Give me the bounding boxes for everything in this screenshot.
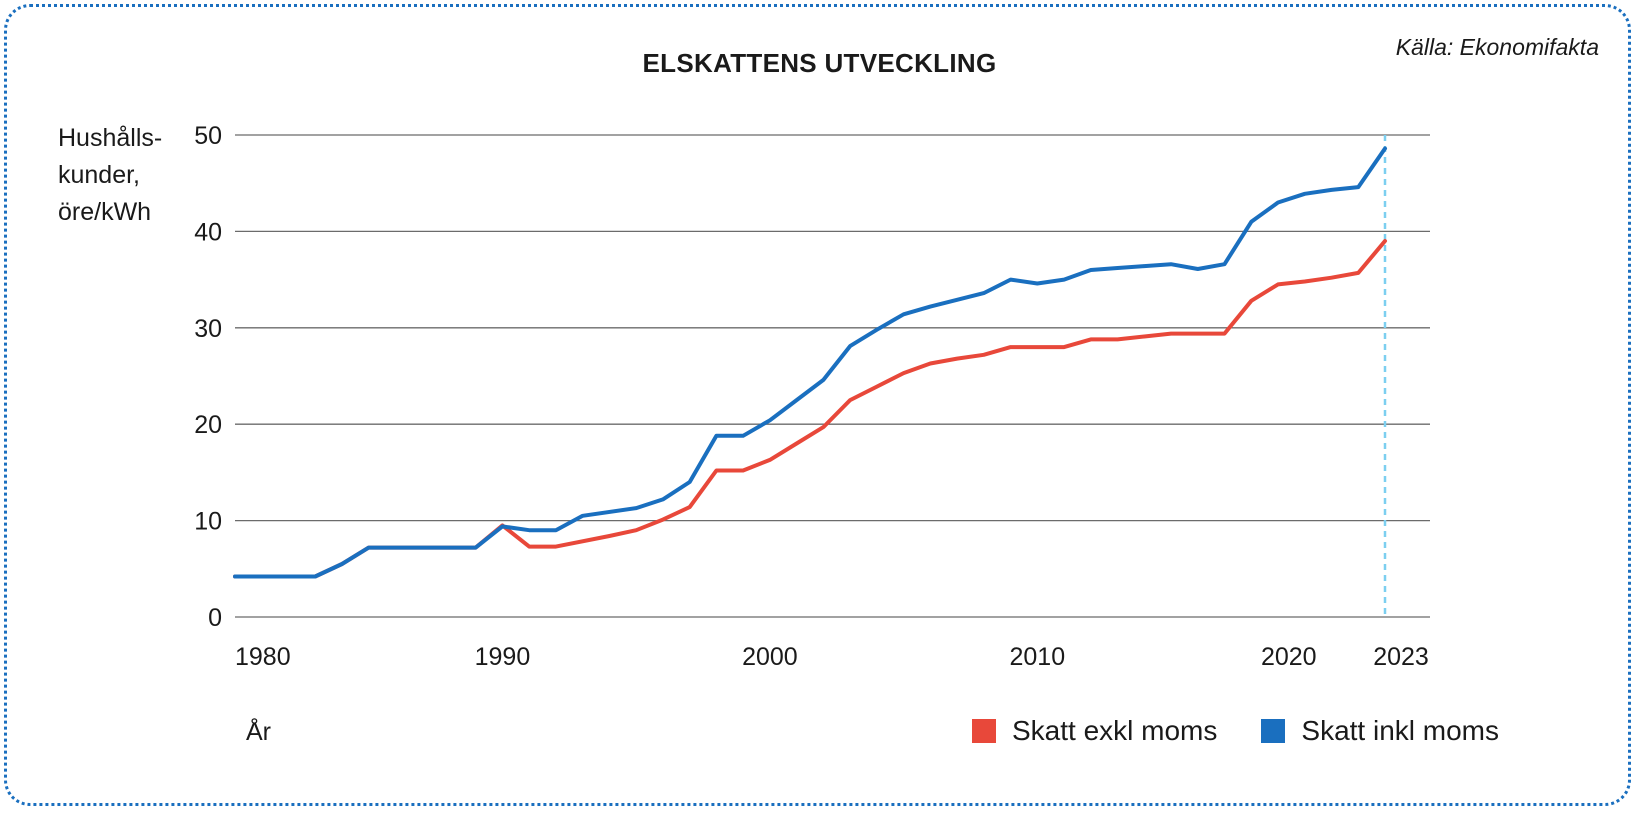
legend-item-inkl: Skatt inkl moms [1261, 715, 1499, 747]
gridlines [235, 134, 1430, 618]
legend-label-inkl: Skatt inkl moms [1301, 715, 1499, 746]
source-note: Källa: Ekonomifakta [1395, 34, 1599, 60]
y-tick-labels: 0 10 20 30 40 50 [194, 122, 222, 632]
y-tick-label-20: 20 [194, 411, 222, 439]
series-line-inkl-moms [233, 146, 1387, 579]
dotted-border-frame [4, 4, 1631, 806]
y-tick-label-10: 10 [194, 508, 222, 536]
x-axis-label: År [246, 718, 271, 746]
y-axis-label-line-2: kunder, [58, 161, 141, 189]
legend-swatch-inkl [1261, 719, 1286, 743]
y-axis-label: Hushålls- kunder, öre/kWh [58, 120, 162, 231]
x-tick-label-1990: 1990 [475, 643, 531, 671]
series-lines [233, 146, 1387, 579]
y-tick-label-30: 30 [194, 315, 222, 343]
y-tick-label-50: 50 [194, 122, 222, 150]
y-tick-label-0: 0 [208, 604, 222, 632]
legend-item-exkl: Skatt exkl moms [972, 715, 1217, 747]
x-tick-labels: 1980 1990 2000 2010 2020 2023 [235, 643, 1429, 671]
y-tick-label-40: 40 [194, 218, 222, 246]
series-line-exkl-moms [233, 239, 1387, 579]
legend-label-exkl: Skatt exkl moms [1012, 715, 1218, 746]
x-tick-label-2023: 2023 [1373, 643, 1429, 671]
x-tick-label-1980: 1980 [235, 643, 291, 671]
x-tick-label-2020: 2020 [1261, 643, 1317, 671]
x-tick-label-2010: 2010 [1010, 643, 1066, 671]
y-axis-label-line-1: Hushålls- [58, 124, 163, 152]
y-axis-label-line-3: öre/kWh [58, 198, 152, 226]
x-tick-label-2000: 2000 [742, 643, 798, 671]
legend-swatch-exkl [972, 719, 996, 743]
chart-title: ELSKATTENS UTVECKLING [642, 48, 997, 78]
legend: Skatt exkl moms Skatt inkl moms [928, 715, 1499, 747]
